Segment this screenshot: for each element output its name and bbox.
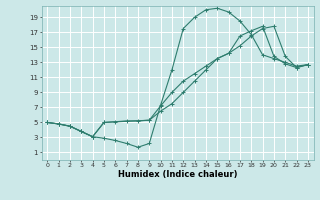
X-axis label: Humidex (Indice chaleur): Humidex (Indice chaleur) <box>118 170 237 179</box>
